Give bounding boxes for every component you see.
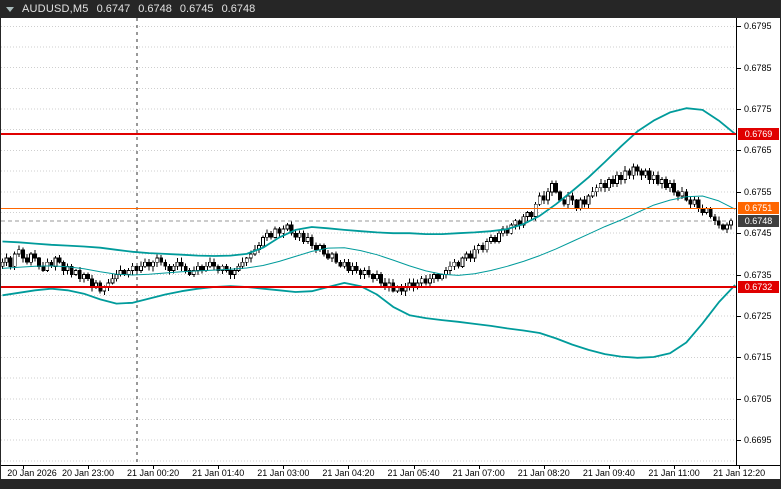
price-axis-label: 0.6715	[744, 352, 772, 363]
time-axis-label: 21 Jan 00:20	[127, 468, 180, 478]
price-axis-label: 0.6745	[744, 228, 772, 239]
ohlc-open-value: 0.6747	[96, 3, 131, 15]
time-axis-tick	[283, 466, 284, 469]
symbol-timeframe-label: AUDUSD,M5	[22, 3, 89, 15]
ohlc-close-value: 0.6748	[221, 3, 256, 15]
time-axis-label: 21 Jan 07:00	[452, 468, 505, 478]
time-axis-tick	[739, 466, 740, 469]
time-axis-label: 21 Jan 11:00	[648, 468, 700, 478]
price-axis-tick	[737, 398, 741, 400]
price-axis-label: 0.6765	[744, 145, 772, 156]
time-axis-tick	[88, 466, 89, 469]
time-axis-label: 21 Jan 04:20	[322, 468, 375, 478]
time-axis-label: 20 Jan 2026	[7, 468, 57, 478]
price-axis-tick	[737, 440, 741, 442]
price-axis-label: 0.6705	[744, 393, 772, 404]
time-axis[interactable]: 20 Jan 2026 20 Jan 23:00 21 Jan 00:20 21 Ja…	[1, 465, 780, 479]
price-axis-tick	[737, 26, 741, 28]
hline-price-badge: 0.6732	[738, 281, 779, 294]
candlestick-chart	[1, 18, 736, 465]
time-axis-tick	[479, 466, 480, 469]
hline-price-badge: 0.6751	[738, 202, 779, 215]
time-axis-tick	[348, 466, 349, 469]
price-axis-tick	[737, 150, 741, 152]
time-axis-label: 21 Jan 05:40	[387, 468, 440, 478]
hline-price-badge: 0.6769	[738, 127, 779, 140]
time-axis-tick	[153, 466, 154, 469]
price-axis-tick	[737, 67, 741, 69]
ohlc-low-value: 0.6745	[179, 3, 214, 15]
time-axis-label: 21 Jan 01:40	[192, 468, 245, 478]
price-axis-tick	[737, 316, 741, 317]
price-axis[interactable]: 0.6795 0.6785 0.6775 0.6765 0.6755 0.6745 0.67…	[736, 18, 780, 465]
time-axis-tick	[674, 466, 675, 469]
price-axis-tick	[737, 191, 741, 193]
price-axis-label: 0.6735	[744, 269, 772, 280]
price-axis-label: 0.6775	[744, 104, 772, 115]
window-bottom-strip	[0, 479, 781, 489]
price-axis-label: 0.6755	[744, 186, 772, 197]
ohlc-high-value: 0.6748	[138, 3, 172, 15]
price-axis-tick	[737, 233, 741, 235]
time-axis-tick	[544, 466, 545, 469]
chart-plot-area[interactable]	[1, 18, 736, 465]
chart-menu-icon[interactable]	[6, 7, 14, 12]
chart-row: 0.6795 0.6785 0.6775 0.6765 0.6755 0.6745 0.67…	[1, 18, 780, 465]
price-axis-label: 0.6795	[744, 21, 772, 32]
time-axis-tick	[23, 466, 24, 469]
current-price-badge: 0.6748	[738, 214, 779, 227]
time-axis-label: 21 Jan 09:40	[582, 468, 635, 478]
time-axis-tick	[609, 466, 610, 469]
price-axis-tick	[737, 109, 741, 111]
time-axis-tick	[414, 466, 415, 469]
price-axis-label: 0.6725	[744, 311, 772, 321]
time-axis-tick	[218, 466, 219, 469]
price-axis-tick	[737, 274, 741, 276]
time-axis-label: 21 Jan 08:20	[517, 468, 570, 478]
price-axis-label: 0.6695	[744, 435, 772, 446]
price-axis-label: 0.6785	[744, 62, 772, 73]
time-axis-label: 20 Jan 23:00	[61, 468, 114, 478]
price-axis-tick	[737, 357, 741, 359]
chart-titlebar: AUDUSD,M5 0.6747 0.6748 0.6745 0.6748	[0, 0, 781, 18]
time-axis-label: 21 Jan 03:00	[257, 468, 310, 478]
time-axis-label: 21 Jan 12:20	[713, 468, 766, 478]
